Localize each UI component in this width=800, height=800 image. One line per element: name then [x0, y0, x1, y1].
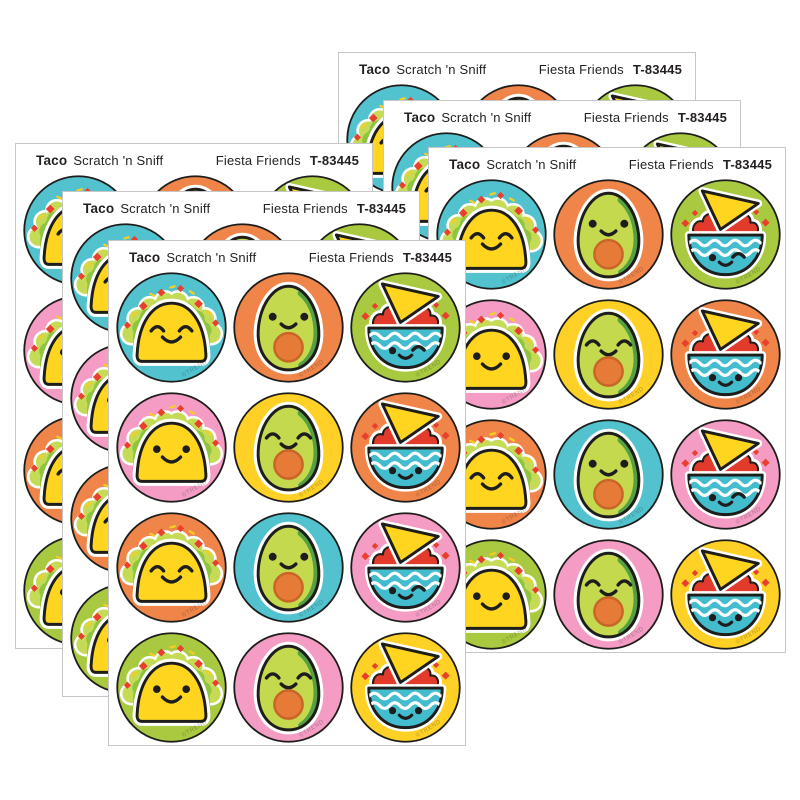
avocado-icon: ©TREND [233, 392, 344, 503]
avocado-icon: ©TREND [553, 539, 664, 650]
sticker-grid: ©TREND©TREND©TREND©TREND©TREND©TREND©TRE… [435, 178, 782, 651]
sticker-grid: ©TREND©TREND©TREND©TREND©TREND©TREND©TRE… [115, 271, 462, 744]
sticker-bowl: ©TREND [669, 298, 782, 411]
sheet-header: Taco Scratch 'n Sniff Fiesta Friends T-8… [449, 157, 772, 172]
product-subtitle: Scratch 'n Sniff [166, 250, 257, 265]
product-title: Taco Scratch 'n Sniff [449, 157, 576, 172]
sheet-header: Taco Scratch 'n Sniff Fiesta Friends T-8… [359, 62, 682, 77]
product-subtitle: Scratch 'n Sniff [120, 201, 211, 216]
taco-icon: ©TREND [116, 632, 227, 743]
product-code: T-83445 [722, 157, 772, 172]
sticker-avocado: ©TREND [232, 271, 345, 384]
product-subtitle: Scratch 'n Sniff [396, 62, 487, 77]
sticker-avocado: ©TREND [232, 391, 345, 504]
sticker-bowl: ©TREND [669, 538, 782, 651]
product-subtitle: Scratch 'n Sniff [73, 153, 164, 168]
taco-icon: ©TREND [116, 512, 227, 623]
series-name: Fiesta Friends [538, 62, 624, 77]
bowl-icon: ©TREND [350, 272, 461, 383]
sticker-bowl: ©TREND [349, 391, 462, 504]
bowl-icon: ©TREND [670, 419, 781, 530]
sticker-taco: ©TREND [115, 511, 228, 624]
series-name: Fiesta Friends [215, 153, 301, 168]
bowl-icon: ©TREND [670, 299, 781, 410]
series-label: Fiesta Friends T-83445 [629, 157, 772, 172]
product-code: T-83445 [402, 250, 452, 265]
product-code: T-83445 [309, 153, 359, 168]
sticker-avocado: ©TREND [232, 631, 345, 744]
avocado-icon: ©TREND [233, 512, 344, 623]
product-title: Taco Scratch 'n Sniff [129, 250, 256, 265]
sticker-avocado: ©TREND [552, 178, 665, 291]
series-label: Fiesta Friends T-83445 [309, 250, 452, 265]
product-title: Taco Scratch 'n Sniff [359, 62, 486, 77]
bowl-icon: ©TREND [670, 179, 781, 290]
bowl-icon: ©TREND [350, 512, 461, 623]
sticker-taco: ©TREND [115, 271, 228, 384]
bowl-icon: ©TREND [350, 632, 461, 743]
brand-name: Taco [359, 62, 391, 77]
series-label: Fiesta Friends T-83445 [216, 153, 359, 168]
brand-name: Taco [83, 201, 115, 216]
product-code: T-83445 [632, 62, 682, 77]
product-title: Taco Scratch 'n Sniff [83, 201, 210, 216]
sheet-header: Taco Scratch 'n Sniff Fiesta Friends T-8… [36, 153, 359, 168]
series-name: Fiesta Friends [583, 110, 669, 125]
product-title: Taco Scratch 'n Sniff [36, 153, 163, 168]
brand-name: Taco [129, 250, 161, 265]
sticker-avocado: ©TREND [552, 298, 665, 411]
taco-icon: ©TREND [116, 392, 227, 503]
sticker-bowl: ©TREND [349, 631, 462, 744]
brand-name: Taco [404, 110, 436, 125]
series-label: Fiesta Friends T-83445 [539, 62, 682, 77]
sticker-avocado: ©TREND [232, 511, 345, 624]
sheet-front-left: Taco Scratch 'n Sniff Fiesta Friends T-8… [108, 240, 466, 746]
taco-icon: ©TREND [116, 272, 227, 383]
sticker-bowl: ©TREND [669, 418, 782, 531]
product-subtitle: Scratch 'n Sniff [486, 157, 577, 172]
brand-name: Taco [36, 153, 68, 168]
series-label: Fiesta Friends T-83445 [584, 110, 727, 125]
avocado-icon: ©TREND [233, 272, 344, 383]
sheet-header: Taco Scratch 'n Sniff Fiesta Friends T-8… [83, 201, 406, 216]
sheet-front-right: Taco Scratch 'n Sniff Fiesta Friends T-8… [428, 147, 786, 653]
sticker-avocado: ©TREND [552, 538, 665, 651]
bowl-icon: ©TREND [350, 392, 461, 503]
sticker-avocado: ©TREND [552, 418, 665, 531]
sticker-taco: ©TREND [115, 631, 228, 744]
product-code: T-83445 [356, 201, 406, 216]
series-name: Fiesta Friends [262, 201, 348, 216]
sheet-header: Taco Scratch 'n Sniff Fiesta Friends T-8… [129, 250, 452, 265]
sticker-bowl: ©TREND [349, 511, 462, 624]
avocado-icon: ©TREND [553, 179, 664, 290]
product-code: T-83445 [677, 110, 727, 125]
sheet-header: Taco Scratch 'n Sniff Fiesta Friends T-8… [404, 110, 727, 125]
bowl-icon: ©TREND [670, 539, 781, 650]
avocado-icon: ©TREND [553, 299, 664, 410]
avocado-icon: ©TREND [553, 419, 664, 530]
avocado-icon: ©TREND [233, 632, 344, 743]
series-name: Fiesta Friends [308, 250, 394, 265]
sticker-bowl: ©TREND [669, 178, 782, 291]
series-name: Fiesta Friends [628, 157, 714, 172]
sticker-bowl: ©TREND [349, 271, 462, 384]
sticker-taco: ©TREND [115, 391, 228, 504]
series-label: Fiesta Friends T-83445 [263, 201, 406, 216]
product-subtitle: Scratch 'n Sniff [441, 110, 532, 125]
product-title: Taco Scratch 'n Sniff [404, 110, 531, 125]
brand-name: Taco [449, 157, 481, 172]
